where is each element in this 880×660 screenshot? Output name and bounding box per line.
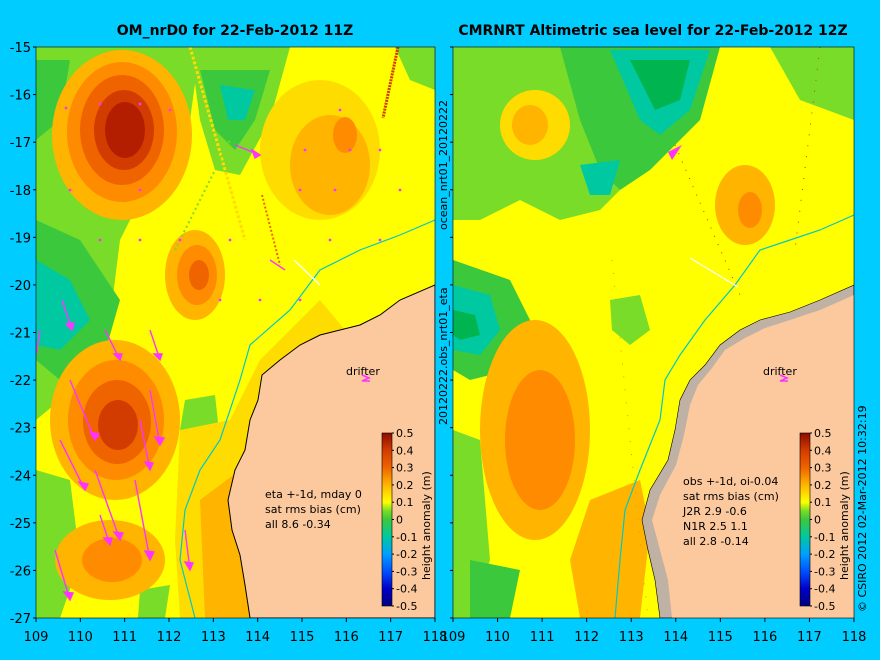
y-tick-label: -17 (10, 136, 31, 151)
colorbar-tick-label: -0.1 (814, 531, 835, 544)
left-info-line-2: sat rms bias (cm) (265, 503, 361, 516)
x-tick-label: 118 (842, 630, 867, 645)
left-longitude-axis: 109 110 111 112 113 114 115 116 117 118 (24, 618, 448, 645)
right-drifter-label: drifter (763, 365, 797, 378)
colorbar-tick-label: -0.5 (396, 600, 417, 613)
right-info-line-2: sat rms bias (cm) (683, 490, 779, 503)
colorbar-tick-label: 0.1 (814, 496, 832, 509)
y-tick-label: -19 (10, 231, 31, 246)
right-longitude-axis: 109 110 111 112 113 114 115 116 117 118 (441, 618, 867, 645)
y-tick-label: -21 (10, 327, 31, 342)
x-tick-label: 113 (619, 630, 644, 645)
colorbar-tick-label: -0.4 (814, 583, 835, 596)
x-tick-label: 111 (112, 630, 137, 645)
colorbar-tick-label: -0.4 (396, 583, 417, 596)
x-tick-label: 109 (24, 630, 49, 645)
right-info-line-4: N1R 2.5 1.1 (683, 520, 748, 533)
x-tick-label: 111 (530, 630, 555, 645)
colorbar-tick-label: -0.1 (396, 531, 417, 544)
y-tick-label: -27 (10, 612, 31, 627)
right-info-line-3: J2R 2.9 -0.6 (682, 505, 747, 518)
x-tick-label: 114 (663, 630, 688, 645)
colorbar-tick-label: 0.3 (814, 462, 832, 475)
credit-text: © CSIRO 2012 02-Mar-2012 10:32:19 (856, 405, 869, 612)
y-tick-label: -22 (10, 374, 31, 389)
y-tick-label: -16 (10, 89, 31, 104)
left-info-line-3: all 8.6 -0.34 (265, 518, 331, 531)
right-map: drifter obs +-1d, oi-0.04 sat rms bias (… (452, 46, 855, 619)
latitude-axis: -15 -16 -17 -18 -19 -20 -21 -22 -23 -24 -25 -26 -27 (10, 41, 453, 627)
x-tick-label: 115 (708, 630, 733, 645)
right-panel-title: CMRNRT Altimetric sea level for 22-Feb-2… (458, 23, 847, 39)
right-colorbar-ticks: 0.5 0.4 0.3 0.2 0.1 0 -0.1 -0.2 -0.3 -0.4 -0.5 (810, 427, 835, 613)
right-info-line-5: all 2.8 -0.14 (683, 535, 749, 548)
colorbar-tick-label: -0.3 (396, 565, 417, 578)
x-tick-label: 118 (423, 630, 448, 645)
x-tick-label: 113 (201, 630, 226, 645)
colorbar-tick-label: 0.5 (814, 427, 832, 440)
colorbar-tick-label: -0.5 (814, 600, 835, 613)
colorbar-tick-label: 0 (396, 514, 403, 527)
y-tick-label: -24 (10, 469, 31, 484)
x-tick-label: 110 (485, 630, 510, 645)
colorbar-tick-label: -0.3 (814, 565, 835, 578)
y-tick-label: -25 (10, 517, 31, 532)
left-colorbar-label: height anomaly (m) (420, 471, 433, 580)
right-side-label: 20120222.obs_nrt01_eta (437, 287, 450, 425)
x-tick-label: 112 (574, 630, 599, 645)
colorbar-tick-label: -0.2 (396, 548, 417, 561)
x-tick-label: 116 (752, 630, 777, 645)
y-tick-label: -20 (10, 279, 31, 294)
colorbar-tick-label: 0.4 (814, 444, 832, 457)
y-tick-label: -18 (10, 184, 31, 199)
colorbar-tick-label: 0.3 (396, 462, 414, 475)
x-tick-label: 117 (797, 630, 822, 645)
left-info-line-1: eta +-1d, mday 0 (265, 488, 362, 501)
y-tick-label: -26 (10, 564, 31, 579)
colorbar-tick-label: 0.1 (396, 496, 414, 509)
x-tick-label: 116 (334, 630, 359, 645)
x-tick-label: 110 (68, 630, 93, 645)
left-side-label: ocean_nrt01_20120222 (437, 100, 450, 230)
x-tick-label: 112 (157, 630, 182, 645)
x-tick-label: 117 (378, 630, 403, 645)
left-colorbar-ticks: 0.5 0.4 0.3 0.2 0.1 0 -0.1 -0.2 -0.3 -0.4 -0.5 (392, 427, 417, 613)
right-info-line-1: obs +-1d, oi-0.04 (683, 475, 778, 488)
colorbar-tick-label: 0.2 (814, 479, 832, 492)
colorbar-tick-label: 0.2 (396, 479, 414, 492)
colorbar-tick-label: 0.5 (396, 427, 414, 440)
left-drifter-label: drifter (346, 365, 380, 378)
y-tick-label: -23 (10, 422, 31, 437)
x-tick-label: 109 (441, 630, 466, 645)
x-tick-label: 114 (245, 630, 270, 645)
left-panel-title: OM_nrD0 for 22-Feb-2012 11Z (117, 23, 354, 39)
left-map: drifter eta +-1d, mday 0 sat rms bias (c… (35, 46, 436, 619)
y-tick-label: -15 (10, 41, 31, 56)
colorbar-tick-label: -0.2 (814, 548, 835, 561)
colorbar-tick-label: 0 (814, 514, 821, 527)
right-colorbar-label: height anomaly (m) (838, 471, 851, 580)
colorbar-tick-label: 0.4 (396, 444, 414, 457)
x-tick-label: 115 (290, 630, 315, 645)
